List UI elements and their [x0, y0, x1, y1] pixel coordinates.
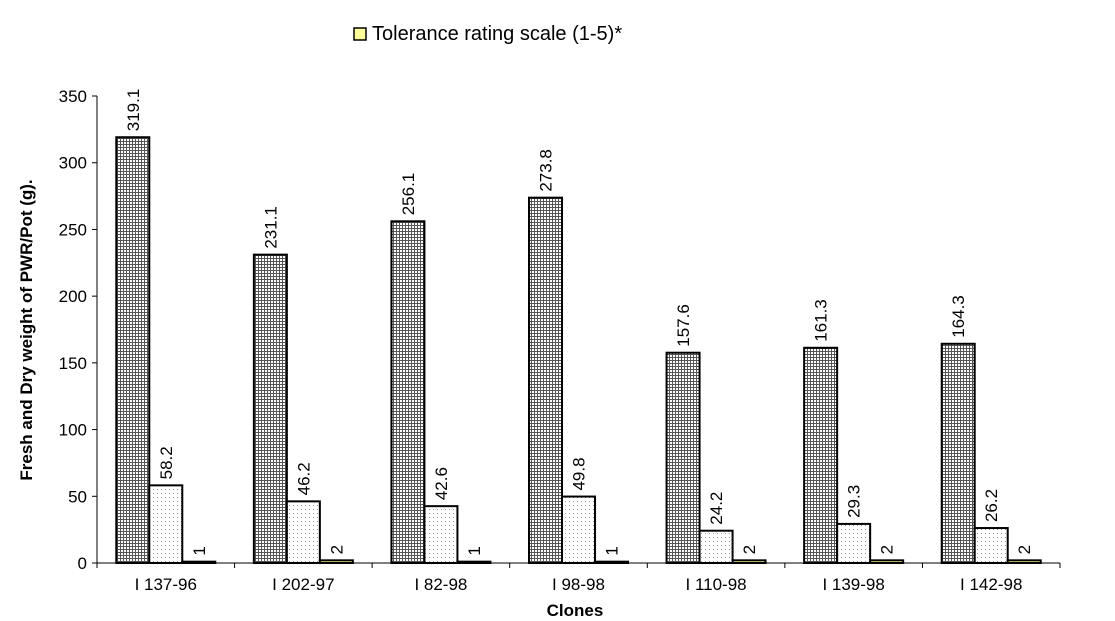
- data-label-series-0: 256.1: [399, 173, 418, 216]
- data-label-series-1: 29.3: [845, 485, 864, 518]
- x-tick-label: I 137-96: [135, 575, 197, 594]
- data-labels: 319.1 58.2 1 231.1 46.2 2 256.1 42.6 1 273.8 49.8 1…: [124, 89, 1034, 556]
- y-tick-label: 150: [59, 354, 87, 373]
- data-label-series-1: 46.2: [294, 462, 313, 495]
- x-tick-label: I 98-98: [552, 575, 605, 594]
- bar-series-1: [423, 505, 459, 564]
- y-tick-label: 350: [59, 87, 87, 106]
- x-tick-label: I 142-98: [960, 575, 1022, 594]
- data-label-series-2: 2: [878, 545, 897, 554]
- data-label-series-1: 42.6: [432, 467, 451, 500]
- data-label-series-1: 58.2: [157, 446, 176, 479]
- bar-series-0: [115, 136, 151, 564]
- data-label-series-2: 1: [603, 546, 622, 555]
- bar-series-1: [561, 495, 596, 565]
- y-tick-label: 100: [59, 421, 87, 440]
- bar-series-1: [148, 484, 184, 564]
- x-axis-title: Clones: [547, 601, 604, 620]
- bar-series-0: [390, 220, 426, 564]
- y-tick-label: 200: [59, 287, 87, 306]
- y-axis-title: Fresh and Dry weight of PWR/Pot (g).: [17, 179, 36, 480]
- bars: [115, 136, 1042, 565]
- data-label-series-0: 273.8: [537, 149, 556, 192]
- bar-series-0: [665, 351, 701, 565]
- bar-series-2: [731, 559, 767, 564]
- y-tick-label: 50: [68, 487, 87, 506]
- bar-series-1: [285, 500, 321, 564]
- data-label-series-2: 1: [190, 546, 209, 555]
- data-label-series-1: 24.2: [707, 492, 726, 525]
- x-tick-label: I 202-97: [272, 575, 334, 594]
- bar-series-1: [973, 527, 1009, 564]
- data-label-series-2: 2: [1015, 545, 1034, 554]
- data-label-series-0: 231.1: [261, 206, 280, 249]
- legend-label-series-2: Tolerance rating scale (1-5)*: [372, 23, 622, 45]
- bar-series-2: [1006, 559, 1042, 564]
- data-label-series-1: 26.2: [982, 489, 1001, 522]
- data-label-series-2: 2: [740, 545, 759, 554]
- y-tick-label: 0: [78, 554, 87, 573]
- x-ticks: I 137-96 I 202-97 I 82-98 I 98-98 I 110-98 I …: [96, 563, 1061, 594]
- y-tick-label: 300: [59, 154, 87, 173]
- bar-series-2: [456, 560, 492, 564]
- bar-series-0: [803, 346, 839, 565]
- y-tick-label: 250: [59, 220, 87, 239]
- x-tick-label: I 110-98: [686, 575, 747, 594]
- bar-series-1: [836, 522, 872, 565]
- data-label-series-2: 1: [465, 546, 484, 555]
- bar-series-0: [940, 342, 976, 564]
- data-label-series-0: 157.6: [674, 304, 693, 347]
- data-label-series-0: 161.3: [812, 299, 831, 342]
- bar-series-2: [318, 559, 354, 564]
- bar-series-2: [594, 560, 629, 564]
- bar-series-2: [181, 560, 217, 564]
- data-label-series-1: 49.8: [570, 457, 589, 490]
- legend-swatch-series-2: [353, 27, 367, 41]
- legend: Tolerance rating scale (1-5)*: [353, 23, 622, 45]
- data-label-series-0: 319.1: [124, 89, 143, 132]
- x-tick-label: I 82-98: [414, 575, 467, 594]
- data-label-series-0: 164.3: [949, 295, 968, 338]
- y-ticks: 0 50 100 150 200 250 300 350: [59, 87, 97, 573]
- data-label-series-2: 2: [327, 545, 346, 554]
- bar-series-0: [528, 196, 563, 564]
- x-tick-label: I 139-98: [822, 575, 884, 594]
- bar-series-2: [869, 559, 905, 564]
- bar-series-1: [698, 529, 734, 564]
- bar-series-0: [252, 253, 288, 564]
